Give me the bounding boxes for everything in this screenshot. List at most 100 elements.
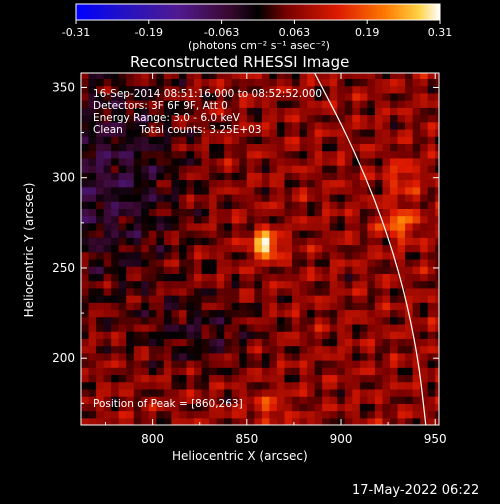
heatmap-cell: [81, 107, 90, 116]
heatmap-cell: [276, 201, 286, 209]
heatmap-cell: [246, 266, 255, 274]
time-range-annotation: 16-Sep-2014 08:51:16.000 to 08:52:52.000: [93, 88, 323, 100]
heatmap-cell: [209, 266, 218, 274]
heatmap-cell: [81, 266, 90, 274]
heatmap-image: [81, 73, 439, 425]
heatmap-cell: [314, 309, 323, 318]
heatmap-cell: [246, 165, 255, 173]
heatmap-cell: [359, 73, 368, 80]
heatmap-cell: [201, 85, 210, 94]
heatmap-cell: [397, 107, 406, 116]
y-axis-label: Heliocentric Y (arcsec): [22, 182, 36, 318]
heatmap-cell: [163, 100, 173, 108]
heatmap-cell: [201, 78, 210, 87]
heatmap-cell: [224, 100, 233, 108]
heatmap-cell: [390, 193, 399, 202]
heatmap-cell: [405, 121, 414, 130]
heatmap-cell: [299, 121, 308, 130]
heatmap-cell: [382, 388, 391, 397]
heatmap-cell: [148, 92, 157, 101]
heatmap-cell: [276, 193, 286, 202]
heatmap-cell: [88, 352, 97, 361]
heatmap-cell: [81, 374, 90, 383]
heatmap-cell: [412, 114, 421, 123]
heatmap-cell: [118, 244, 127, 253]
heatmap-cell: [292, 367, 301, 376]
heatmap-cell: [367, 331, 376, 339]
heatmap-cell: [178, 374, 188, 383]
heatmap-cell: [163, 136, 173, 144]
heatmap-cell: [329, 331, 338, 339]
heatmap-cell: [382, 237, 391, 246]
energy-range-annotation: Energy Range: 3.0 - 6.0 keV: [93, 112, 240, 124]
heatmap-cell: [231, 150, 240, 159]
heatmap-cell: [156, 338, 165, 347]
heatmap-cell: [276, 287, 286, 296]
heatmap-cell: [194, 280, 203, 289]
heatmap-cell: [254, 114, 263, 123]
heatmap-cell: [186, 222, 195, 231]
heatmap-cell: [141, 114, 150, 123]
heatmap-cell: [314, 287, 323, 296]
heatmap-cell: [156, 222, 165, 231]
heatmap-cell: [178, 157, 188, 166]
heatmap-cell: [367, 403, 376, 412]
heatmap-cell: [269, 352, 278, 361]
heatmap-cell: [284, 172, 293, 181]
heatmap-cell: [307, 338, 316, 347]
heatmap-cell: [352, 323, 361, 332]
heatmap-cell: [352, 73, 361, 80]
heatmap-cell: [246, 114, 255, 123]
heatmap-cell: [239, 114, 248, 123]
heatmap-cell: [81, 136, 90, 144]
heatmap-cell: [284, 179, 293, 188]
heatmap-cell: [88, 345, 97, 354]
heatmap-cell: [156, 323, 165, 332]
heatmap-cell: [352, 251, 361, 260]
heatmap-cell: [224, 388, 233, 397]
heatmap-cell: [246, 215, 255, 224]
heatmap-cell: [201, 374, 210, 383]
heatmap-cell: [201, 360, 210, 368]
heatmap-cell: [292, 143, 301, 152]
heatmap-cell: [141, 136, 150, 144]
heatmap-cell: [231, 136, 240, 144]
heatmap-cell: [171, 367, 180, 376]
heatmap-cell: [269, 316, 278, 325]
heatmap-cell: [374, 136, 384, 144]
heatmap-cell: [209, 230, 218, 238]
heatmap-cell: [420, 186, 429, 195]
heatmap-cell: [209, 258, 218, 267]
heatmap-cell: [344, 417, 353, 425]
heatmap-cell: [201, 157, 210, 166]
heatmap-cell: [186, 244, 195, 253]
heatmap-cell: [435, 92, 439, 101]
heatmap-cell: [307, 403, 316, 412]
heatmap-cell: [344, 309, 353, 318]
heatmap-cell: [216, 345, 225, 354]
heatmap-cell: [344, 222, 353, 231]
heatmap-cell: [141, 338, 150, 347]
heatmap-cell: [314, 410, 323, 419]
heatmap-cell: [292, 73, 301, 80]
heatmap-cell: [412, 417, 421, 425]
heatmap-cell: [209, 280, 218, 289]
heatmap-cell: [374, 251, 384, 260]
heatmap-cell: [194, 215, 203, 224]
heatmap-cell: [405, 367, 414, 376]
heatmap-cell: [405, 107, 414, 116]
heatmap-cell: [133, 92, 142, 101]
heatmap-cell: [374, 78, 384, 87]
heatmap-cell: [194, 172, 203, 181]
heatmap-cell: [412, 345, 421, 354]
heatmap-cell: [254, 157, 263, 166]
heatmap-cell: [374, 381, 384, 390]
heatmap-cell: [118, 266, 127, 274]
heatmap-cell: [420, 295, 429, 303]
heatmap-cell: [405, 316, 414, 325]
heatmap-cell: [231, 302, 240, 311]
heatmap-cell: [397, 165, 406, 173]
heatmap-cell: [405, 302, 414, 311]
heatmap-cell: [292, 186, 301, 195]
heatmap-cell: [299, 157, 308, 166]
